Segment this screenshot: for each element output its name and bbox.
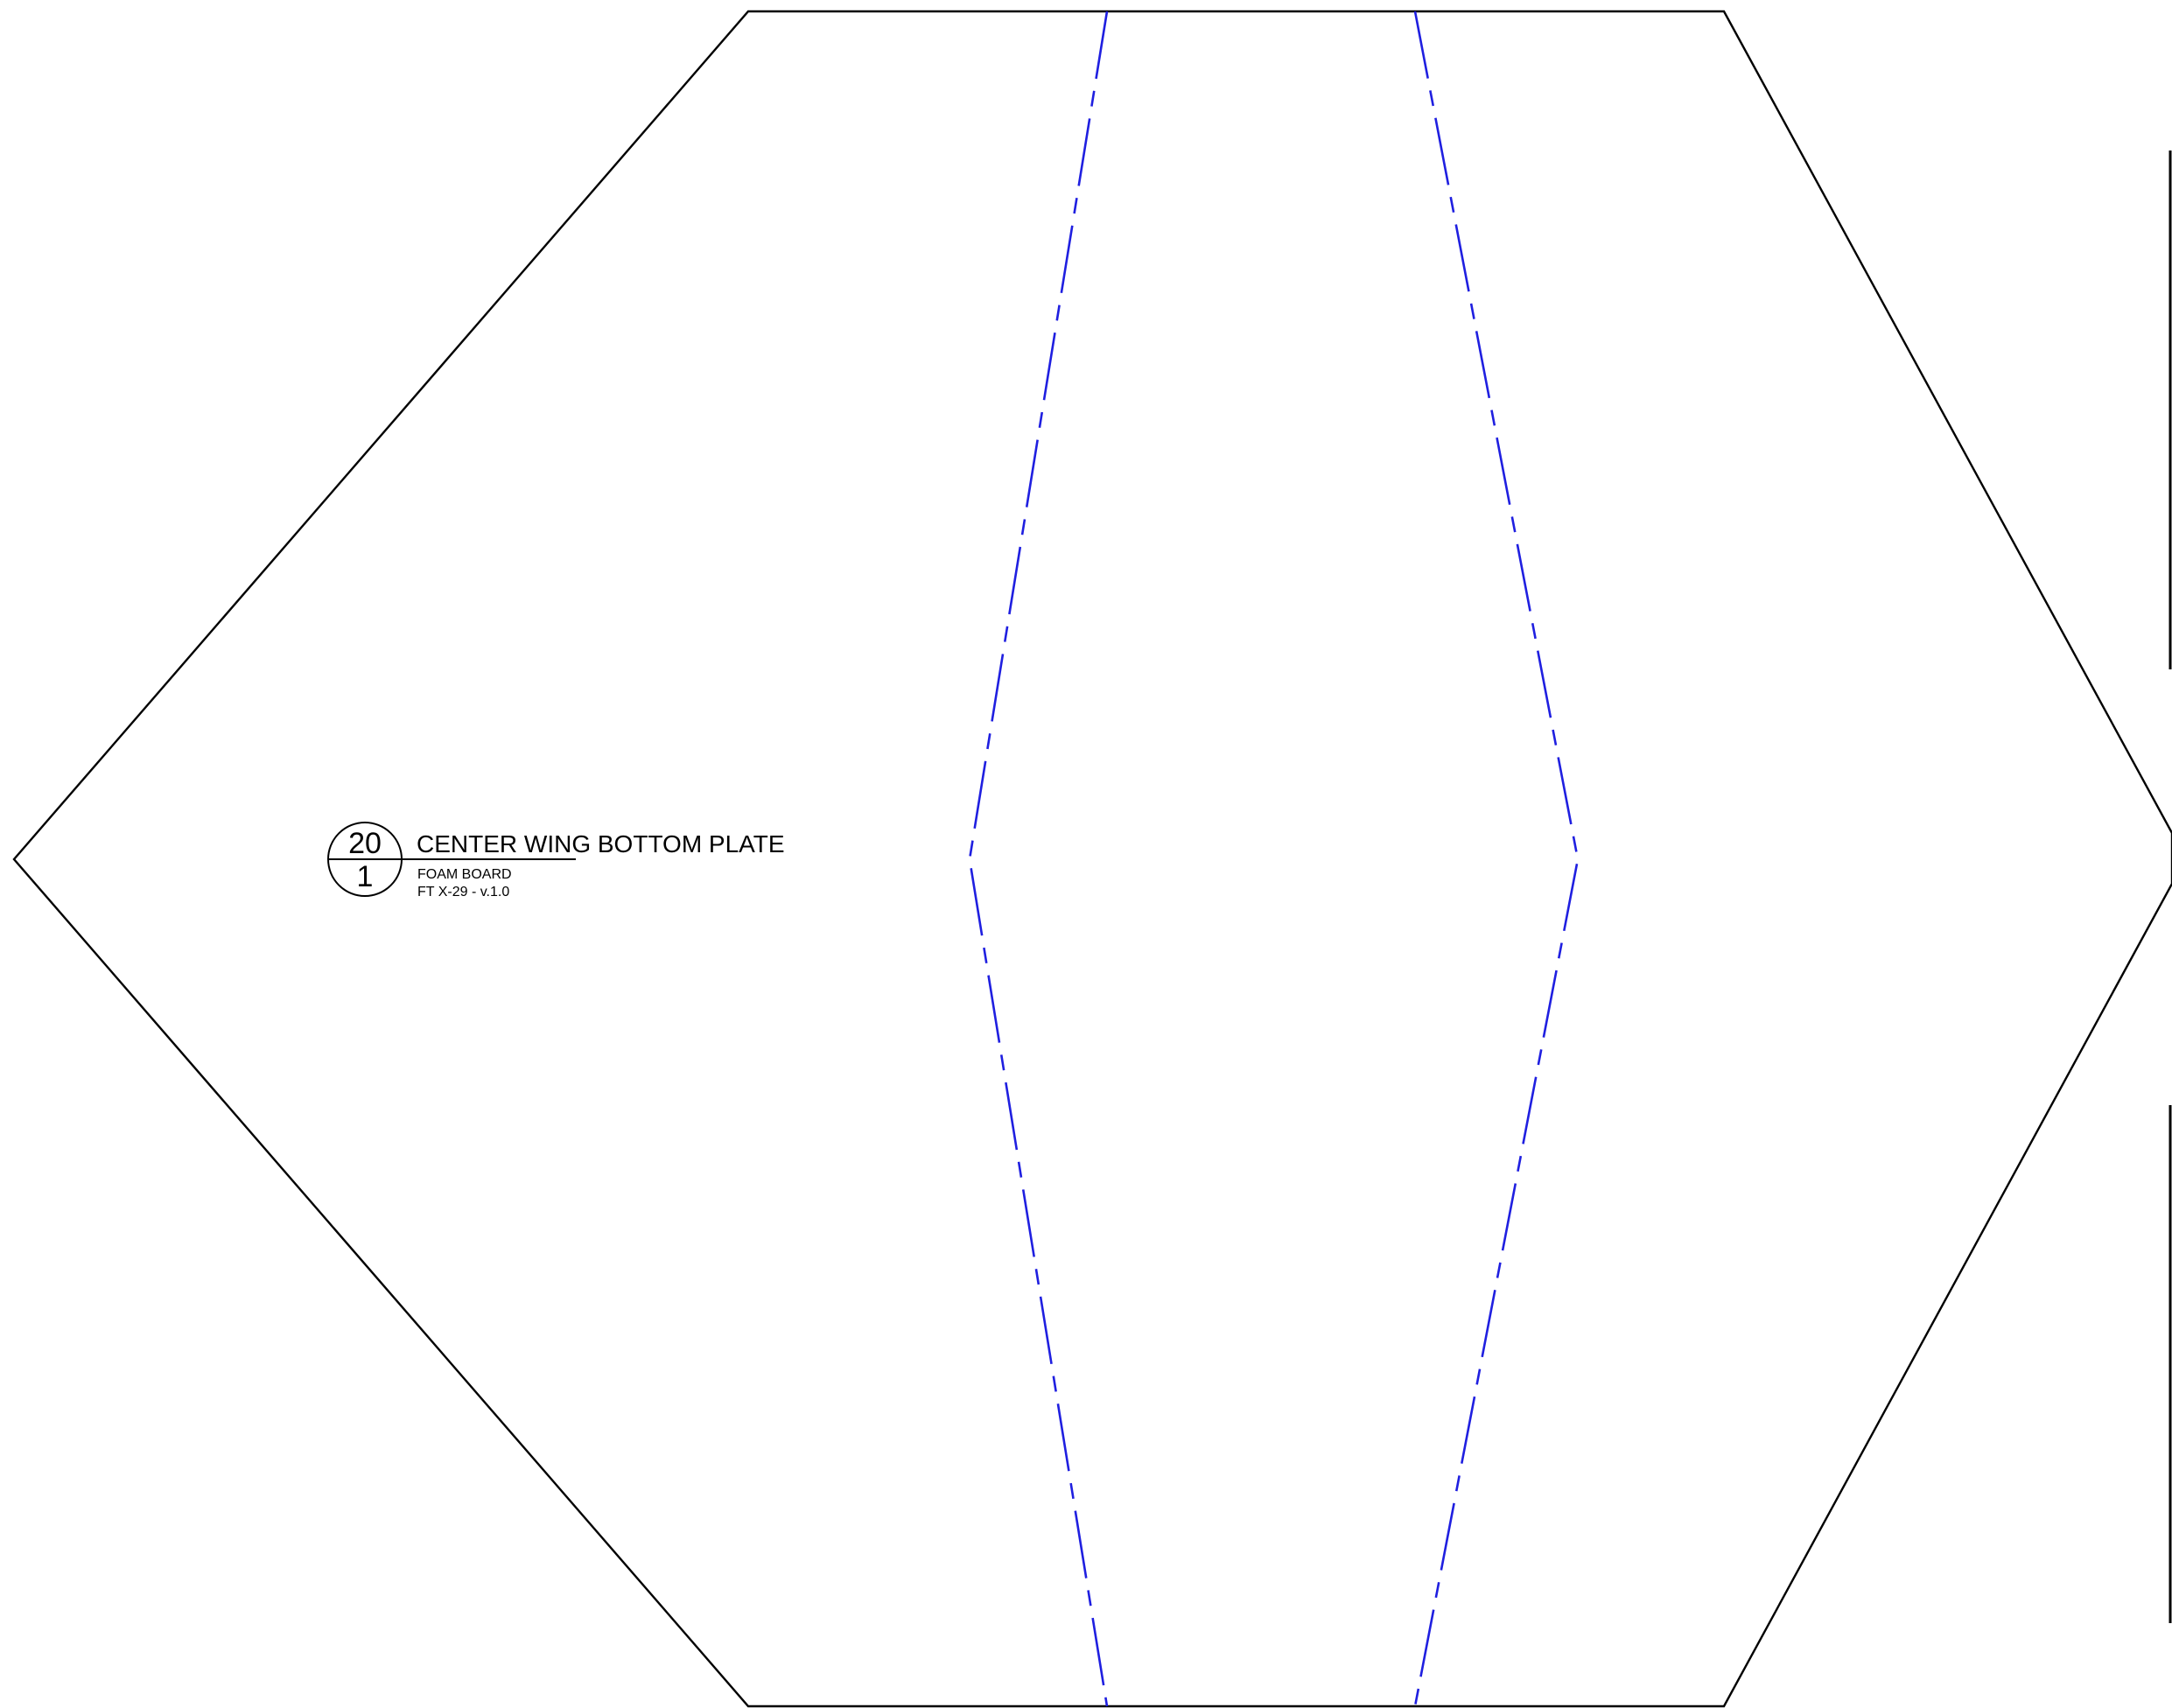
model-version-label: FT X-29 - v.1.0	[417, 885, 509, 900]
material-label: FOAM BOARD	[417, 867, 512, 882]
part-title: CENTER WING BOTTOM PLATE	[417, 830, 785, 858]
fold-line-right	[1413, 10, 1580, 1707]
part-label: 20 1 CENTER WING BOTTOM PLATE FOAM BOARD…	[327, 822, 785, 900]
fold-line-left	[968, 10, 1109, 1707]
sheet-number: 20	[348, 827, 382, 860]
scale-number: 1	[357, 860, 374, 893]
plate-outline	[12, 10, 2172, 1708]
